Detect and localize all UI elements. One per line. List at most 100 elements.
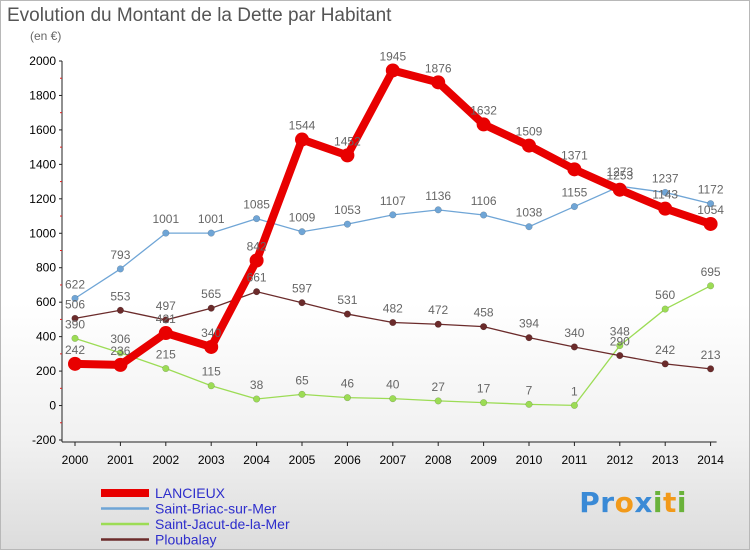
- data-label: 506: [65, 297, 85, 311]
- logo-letter: o: [614, 486, 635, 519]
- data-label: 394: [519, 317, 539, 331]
- data-point: [616, 352, 624, 360]
- y-tick-label: 600: [36, 295, 56, 309]
- data-label: 7: [526, 383, 533, 397]
- data-point: [480, 399, 488, 407]
- y-tick-label: 0: [49, 399, 56, 413]
- data-point: [434, 320, 442, 328]
- data-point: [116, 349, 124, 357]
- data-label: 1038: [516, 206, 543, 220]
- data-label: 340: [564, 326, 584, 340]
- y-tick-label: -200: [32, 433, 56, 447]
- data-point: [158, 326, 173, 341]
- data-point: [113, 357, 128, 372]
- data-point: [253, 215, 261, 223]
- data-label: 340: [201, 326, 221, 340]
- data-point: [340, 148, 355, 163]
- data-point: [207, 304, 215, 312]
- data-point: [480, 323, 488, 331]
- data-point: [253, 288, 261, 296]
- data-label: 661: [247, 271, 267, 285]
- proxiti-logo: Proxiti: [579, 486, 687, 519]
- logo-letter: x: [634, 486, 653, 519]
- x-tick-label: 2011: [561, 453, 587, 467]
- logo-letter: r: [600, 486, 615, 519]
- logo-letter: P: [579, 486, 601, 519]
- data-label: 215: [156, 348, 176, 362]
- data-label: 1053: [334, 203, 361, 217]
- data-label: 497: [156, 299, 176, 313]
- data-label: 1237: [652, 171, 679, 185]
- data-label: 1945: [379, 49, 406, 63]
- data-label: 1085: [243, 198, 270, 212]
- data-label: 65: [295, 373, 309, 387]
- data-point: [298, 390, 306, 398]
- data-label: 40: [386, 378, 400, 392]
- data-point: [71, 334, 79, 342]
- data-point: [71, 294, 79, 302]
- data-point: [162, 229, 170, 237]
- data-label: 306: [110, 332, 130, 346]
- chart-unit: (en €): [30, 29, 62, 43]
- data-label: 38: [250, 378, 264, 392]
- logo-letter: i: [676, 486, 687, 519]
- data-point: [434, 206, 442, 214]
- legend-label: Saint-Briac-sur-Mer: [155, 501, 277, 517]
- data-point: [389, 211, 397, 219]
- data-point: [612, 182, 627, 197]
- x-tick-label: 2003: [198, 453, 225, 467]
- data-label: 1106: [471, 194, 497, 208]
- data-label: 1273: [606, 165, 633, 179]
- x-tick-label: 2000: [62, 453, 89, 467]
- y-tick-label: 400: [36, 330, 56, 344]
- data-point: [707, 200, 715, 208]
- x-tick-label: 2005: [289, 453, 316, 467]
- data-point: [207, 382, 215, 390]
- data-point: [616, 342, 624, 350]
- x-tick-label: 2014: [697, 453, 724, 467]
- data-label: 115: [202, 365, 221, 379]
- data-point: [116, 265, 124, 273]
- x-tick-label: 2002: [152, 453, 179, 467]
- legend-label: Ploubalay: [155, 532, 217, 548]
- data-point: [207, 229, 215, 237]
- data-label: 1001: [198, 212, 225, 226]
- logo-letter: i: [652, 486, 663, 519]
- data-label: 213: [701, 348, 721, 362]
- data-label: 793: [110, 248, 130, 262]
- y-tick-label: 1000: [29, 226, 56, 240]
- data-point: [298, 299, 306, 307]
- data-point: [298, 228, 306, 236]
- data-point: [162, 316, 170, 324]
- data-label: 290: [610, 335, 630, 349]
- data-label: 1136: [425, 189, 451, 203]
- y-tick-label: 1800: [29, 88, 56, 102]
- data-point: [525, 334, 533, 342]
- x-tick-label: 2001: [107, 453, 134, 467]
- y-tick-label: 2000: [29, 54, 56, 68]
- data-label: 695: [701, 265, 721, 279]
- data-point: [480, 211, 488, 219]
- x-tick-label: 2009: [470, 453, 497, 467]
- data-label: 622: [65, 277, 85, 291]
- data-label: 1054: [697, 203, 724, 217]
- data-point: [71, 314, 79, 322]
- data-point: [570, 401, 578, 409]
- data-label: 458: [474, 306, 494, 320]
- data-label: 482: [383, 302, 403, 316]
- data-point: [249, 253, 264, 268]
- data-label: 1371: [561, 148, 588, 162]
- data-label: 597: [292, 282, 312, 296]
- x-tick-label: 2006: [334, 453, 361, 467]
- data-point: [661, 188, 669, 196]
- data-label: 1143: [652, 188, 678, 202]
- data-point: [389, 318, 397, 327]
- data-point: [343, 220, 351, 228]
- data-label: 17: [477, 382, 491, 396]
- data-label: 842: [247, 239, 267, 253]
- data-point: [661, 305, 669, 313]
- y-tick-label: 1200: [29, 192, 56, 206]
- data-point: [343, 310, 351, 318]
